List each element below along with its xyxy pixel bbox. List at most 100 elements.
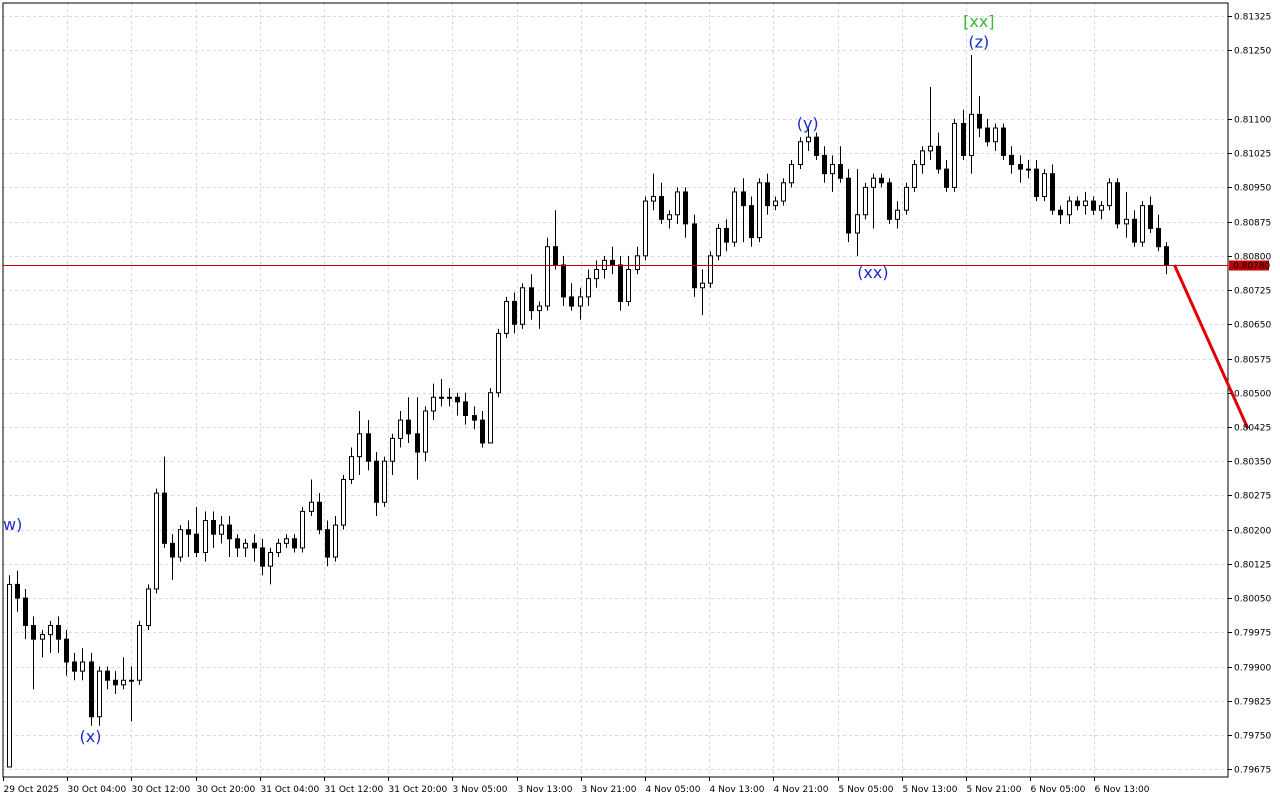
candle (1058, 205, 1063, 224)
candle (89, 652, 94, 726)
candle (887, 178, 892, 224)
candle-body-down (724, 227, 729, 243)
candle-body-up (1099, 205, 1104, 211)
candle-body-up (1124, 218, 1129, 225)
y-tick-label: 0.80275 (1234, 492, 1271, 502)
candle (904, 182, 909, 215)
candle (724, 219, 729, 252)
x-tick-label: 3 Nov 05:00 (453, 785, 508, 795)
y-tick-label: 0.80350 (1234, 458, 1271, 468)
y-tick-label: 0.79825 (1234, 698, 1271, 708)
y-tick-label: 0.79750 (1234, 732, 1271, 742)
candle (268, 547, 273, 585)
candle (97, 666, 102, 726)
candle-body-down (512, 300, 517, 325)
x-tick-label: 5 Nov 05:00 (839, 785, 894, 795)
candle (64, 630, 69, 676)
candle (439, 379, 444, 407)
candle (626, 255, 631, 307)
candle-body-up (154, 492, 159, 590)
candle (838, 146, 843, 183)
candle-body-down (1034, 168, 1039, 197)
candle (895, 201, 900, 229)
plot-frame (2, 2, 1229, 778)
candle (512, 292, 517, 334)
candle (1067, 196, 1072, 224)
candle (855, 169, 860, 256)
candle (1164, 242, 1169, 275)
candle-body-up (504, 300, 509, 334)
candle (40, 630, 45, 658)
candle-body-up (333, 524, 338, 558)
candle (529, 274, 534, 320)
candle-body-down (879, 177, 884, 184)
candle-body-down (887, 182, 892, 220)
x-tick-label: 3 Nov 21:00 (582, 785, 637, 795)
candle-body-up (7, 583, 12, 768)
candle-body-down (186, 529, 191, 535)
x-tick-label: 3 Nov 13:00 (518, 785, 573, 795)
candle (1140, 201, 1145, 247)
candle-body-up (488, 392, 493, 444)
candle (928, 86, 933, 160)
candle (830, 155, 835, 192)
candle-body-down (1132, 218, 1137, 243)
candle (732, 187, 737, 247)
candle-body-down (252, 542, 257, 549)
candle-body-down (406, 419, 411, 435)
candle (1115, 178, 1120, 229)
candle-body-down (1009, 154, 1014, 166)
current-price-label-bg (1229, 260, 1269, 271)
candle (635, 246, 640, 275)
candle-body-up (1083, 200, 1088, 207)
x-tick-label: 31 Oct 20:00 (389, 785, 448, 795)
candle-body-up (520, 287, 525, 325)
candle (31, 616, 36, 690)
candle (1124, 191, 1129, 238)
candle (243, 538, 248, 558)
candle-body-up (276, 542, 281, 553)
candle-body-up (431, 396, 436, 412)
candle (23, 588, 28, 640)
y-tick-label: 0.81100 (1234, 116, 1271, 126)
candle (846, 169, 851, 243)
candle (447, 388, 452, 407)
candle-body-up (121, 679, 126, 686)
candle-body-up (806, 136, 811, 143)
candle (186, 520, 191, 558)
candle-body-down (1164, 246, 1169, 266)
candle-body-down (1058, 209, 1063, 216)
candle (105, 666, 110, 690)
candle (765, 173, 770, 215)
candle (170, 534, 175, 580)
candle-body-up (798, 141, 803, 166)
candle (700, 269, 705, 316)
x-tick-label: 5 Nov 21:00 (967, 785, 1022, 795)
candle (488, 388, 493, 444)
candle-body-up (781, 182, 786, 202)
candle (219, 515, 224, 544)
candle-body-down (211, 520, 216, 535)
candle-body-up (382, 460, 387, 503)
current-price-label-text: 0.80780 (1233, 262, 1270, 272)
candle (561, 255, 566, 307)
x-tick-label: 4 Nov 05:00 (646, 785, 701, 795)
y-tick-label: 0.80425 (1234, 424, 1271, 434)
candle-body-down (194, 533, 199, 553)
candle-body-down (480, 419, 485, 444)
candle-body-down (569, 296, 574, 307)
candle (667, 210, 672, 229)
candle-body-down (455, 396, 460, 403)
candle-body-up (602, 259, 607, 271)
candle (121, 657, 126, 690)
candle (211, 511, 216, 548)
candle (757, 178, 762, 243)
candle (1148, 196, 1153, 234)
candle-body-up (284, 538, 289, 544)
candle-body-down (553, 246, 558, 266)
candle-body-up (969, 113, 974, 156)
candle-body-down (936, 145, 941, 170)
candle-body-up (578, 296, 583, 307)
